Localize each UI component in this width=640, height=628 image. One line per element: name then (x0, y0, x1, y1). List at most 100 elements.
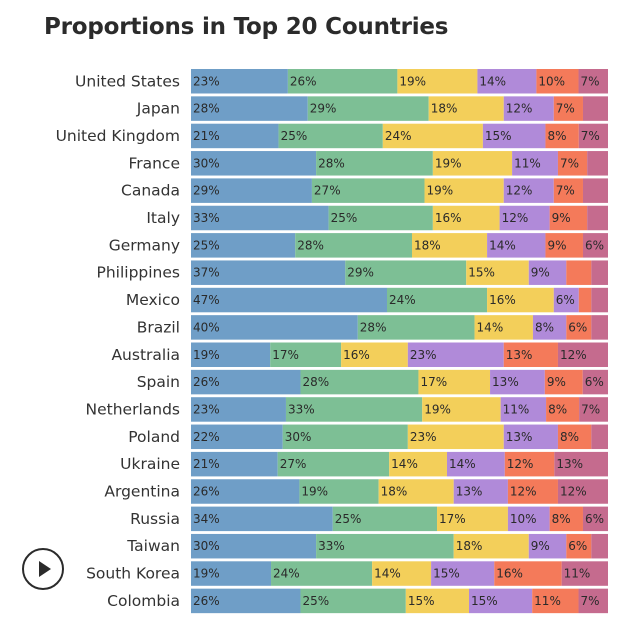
data-label-argentina-1: 26% (193, 485, 220, 499)
data-label-france-5: 7% (560, 156, 579, 170)
data-label-colombia-6: 7% (581, 594, 600, 608)
data-label-ukraine-1: 21% (193, 457, 220, 471)
data-label-russia-4: 10% (510, 512, 537, 526)
bar-segment-south-korea-4 (431, 561, 495, 586)
bar-segment-spain-3 (418, 369, 491, 395)
bar-segment-japan-2 (307, 96, 429, 121)
bar-segment-poland-5 (557, 424, 592, 450)
data-label-philippines-1: 37% (193, 266, 220, 280)
bar-segment-netherlands-4 (500, 397, 547, 422)
bar-segment-united-kingdom-1 (191, 123, 279, 149)
data-label-argentina-6: 12% (560, 485, 587, 499)
data-label-poland-4: 13% (506, 430, 533, 444)
bar-segment-poland-3 (407, 424, 504, 450)
data-label-united-states-3: 19% (399, 74, 426, 88)
bar-segment-russia-4 (507, 506, 550, 532)
data-label-ukraine-4: 14% (449, 457, 476, 471)
bar-segment-mexico-1 (191, 287, 387, 313)
bar-segment-spain-1 (191, 369, 301, 395)
data-label-germany-2: 28% (297, 238, 324, 252)
bar-segment-germany-1 (191, 233, 296, 258)
data-label-united-kingdom-2: 25% (281, 129, 308, 143)
play-button[interactable] (22, 548, 64, 590)
category-label-france: France (128, 154, 180, 172)
data-label-australia-3: 16% (343, 348, 370, 362)
bar-segment-mexico-4 (553, 287, 579, 313)
bar-segment-netherlands-6 (579, 397, 608, 422)
data-label-france-4: 11% (514, 156, 541, 170)
data-label-united-states-1: 23% (193, 74, 220, 88)
bar-segment-south-korea-6 (561, 561, 608, 586)
data-label-poland-2: 30% (285, 430, 312, 444)
data-label-netherlands-4: 11% (503, 402, 530, 416)
bar-segment-poland-4 (503, 424, 558, 450)
bar-segment-italy-3 (432, 205, 500, 231)
data-label-taiwan-4: 9% (531, 539, 550, 553)
bar-segment-argentina-6 (557, 479, 608, 504)
data-label-mexico-4: 6% (556, 293, 575, 307)
bar-segment-france-6 (587, 151, 608, 176)
category-label-ukraine: Ukraine (120, 455, 180, 473)
data-label-philippines-3: 15% (468, 266, 495, 280)
data-label-colombia-2: 25% (303, 594, 330, 608)
bar-segment-australia-4 (407, 342, 504, 367)
bar-segment-russia-6 (582, 506, 608, 532)
bar-segment-canada-4 (503, 178, 554, 203)
data-label-taiwan-1: 30% (193, 539, 220, 553)
bar-segment-mexico-2 (386, 287, 488, 313)
bar-segment-russia-2 (332, 506, 438, 532)
category-label-russia: Russia (130, 510, 180, 528)
data-label-united-kingdom-1: 21% (193, 129, 220, 143)
bar-segment-united-states-2 (287, 69, 398, 94)
bar-segment-south-korea-2 (271, 561, 373, 586)
data-label-italy-4: 12% (502, 211, 529, 225)
category-label-south-korea: South Korea (86, 565, 180, 583)
data-label-australia-2: 17% (272, 348, 299, 362)
bar-segment-canada-1 (191, 178, 312, 203)
bar-segment-russia-5 (549, 506, 583, 532)
bar-segment-mexico-5 (578, 287, 592, 313)
data-label-south-korea-1: 19% (193, 567, 220, 581)
bar-segment-united-kingdom-5 (545, 123, 579, 149)
data-label-australia-6: 12% (560, 348, 587, 362)
bar-segment-united-kingdom-4 (482, 123, 546, 149)
category-label-united-kingdom: United Kingdom (56, 127, 180, 145)
bar-segment-italy-5 (549, 205, 588, 231)
bar-segment-philippines-4 (528, 260, 567, 285)
data-label-germany-5: 9% (547, 238, 566, 252)
data-label-mexico-1: 47% (193, 293, 220, 307)
bar-segment-colombia-4 (469, 588, 533, 614)
bar-segment-taiwan-4 (528, 533, 567, 559)
category-label-japan: Japan (136, 100, 180, 118)
data-label-germany-4: 14% (489, 238, 516, 252)
data-label-argentina-4: 13% (456, 485, 483, 499)
data-label-argentina-2: 19% (301, 485, 328, 499)
data-label-argentina-3: 18% (381, 485, 408, 499)
bar-segment-taiwan-6 (591, 533, 608, 559)
data-label-colombia-4: 15% (471, 594, 498, 608)
bar-segment-germany-6 (582, 233, 608, 258)
bar-segment-philippines-2 (345, 260, 467, 285)
data-label-france-2: 28% (318, 156, 345, 170)
bar-segment-australia-6 (557, 342, 608, 367)
data-label-poland-1: 22% (193, 430, 220, 444)
data-label-italy-1: 33% (193, 211, 220, 225)
category-label-united-states: United States (75, 72, 180, 90)
data-label-russia-5: 8% (552, 512, 571, 526)
category-label-taiwan: Taiwan (126, 537, 180, 555)
data-label-ukraine-2: 27% (280, 457, 307, 471)
bar-segment-spain-4 (490, 369, 545, 395)
data-label-canada-1: 29% (193, 184, 220, 198)
bar-segment-united-kingdom-6 (578, 123, 608, 149)
data-label-south-korea-2: 24% (273, 567, 300, 581)
bar-segment-brazil-5 (566, 315, 592, 340)
bar-segment-argentina-3 (378, 479, 454, 504)
category-label-poland: Poland (128, 428, 180, 446)
bar-segment-argentina-4 (453, 479, 508, 504)
bar-segment-japan-6 (582, 96, 608, 121)
bar-segment-netherlands-3 (422, 397, 501, 422)
bar-segment-argentina-5 (507, 479, 558, 504)
bar-segment-spain-2 (300, 369, 419, 395)
bar-segment-france-3 (432, 151, 513, 176)
